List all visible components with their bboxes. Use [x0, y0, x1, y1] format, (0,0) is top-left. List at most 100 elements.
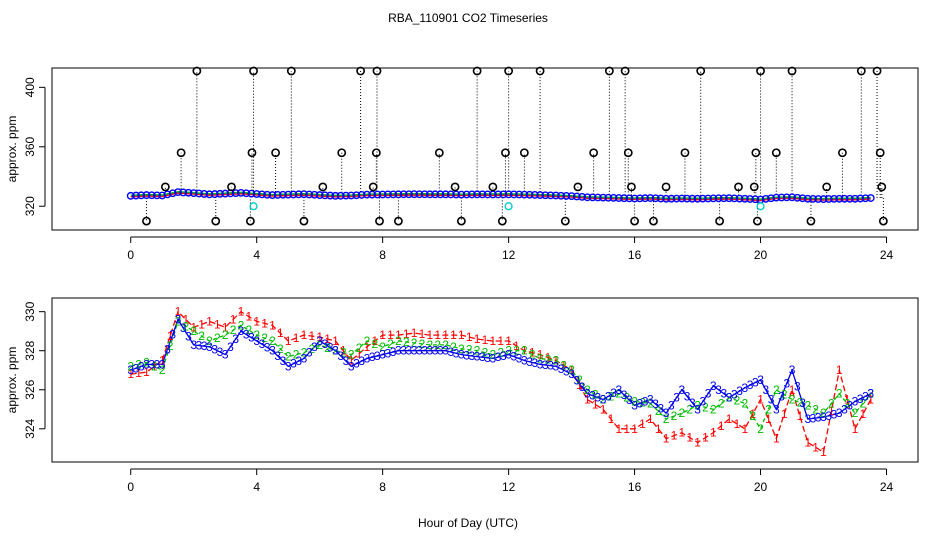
bottom-series-2-marker: 2 — [663, 412, 670, 426]
top-plot-frame — [51, 67, 919, 231]
bottom-series-1-marker: 1 — [214, 317, 221, 331]
top-outlier-point — [696, 66, 706, 76]
bottom-series-3-marker: 3 — [657, 402, 664, 416]
bottom-series-1-marker: 1 — [316, 330, 323, 344]
top-outlier-point — [176, 148, 186, 158]
top-outlier-point — [318, 182, 328, 192]
bottom-series-3-marker: 3 — [752, 376, 759, 390]
top-outlier-point — [286, 66, 296, 76]
bottom-series-2-marker: 2 — [127, 359, 134, 373]
top-baseline-point — [541, 191, 550, 200]
bottom-series-3-marker: 3 — [469, 349, 476, 363]
bottom-series-3-marker: 3 — [789, 363, 796, 377]
bottom-series-2-marker: 2 — [797, 395, 804, 409]
bottom-series-1-marker: 1 — [678, 426, 685, 440]
top-outlier-point — [356, 66, 366, 76]
top-baseline-point — [567, 192, 576, 201]
top-flagged-point — [249, 202, 258, 211]
bottom-series-1-marker: 1 — [560, 358, 567, 372]
top-baseline-point — [473, 190, 482, 199]
bottom-series-3-marker: 3 — [343, 354, 350, 368]
bottom-series-1-marker: 1 — [505, 334, 512, 348]
top-baseline-point — [315, 191, 324, 199]
top-baseline-point — [252, 190, 261, 198]
bottom-series-3-marker: 3 — [605, 389, 612, 403]
bottom-series-3-marker: 3 — [694, 402, 701, 416]
bottom-series-3-marker: 3 — [636, 396, 643, 410]
bottom-series-3-marker: 3 — [290, 357, 297, 371]
bottom-series-2-marker: 2 — [600, 393, 607, 407]
bottom-series-2-marker: 2 — [222, 328, 229, 342]
bottom-series-3-marker: 3 — [217, 345, 224, 359]
bottom-series-3-marker: 3 — [484, 351, 491, 365]
bottom-series-1-marker: 1 — [253, 314, 260, 328]
bottom-series-2-marker: 2 — [490, 348, 497, 362]
bottom-series-1-marker: 1 — [852, 422, 859, 436]
top-outlier-point — [434, 148, 444, 158]
bottom-series-1-marker: 1 — [663, 432, 670, 446]
bottom-series-1-marker: 1 — [592, 397, 599, 411]
bottom-series-2-marker: 2 — [308, 342, 315, 356]
top-baseline-point — [562, 192, 571, 200]
bottom-series-3-marker: 3 — [558, 362, 565, 376]
top-outlier-point — [734, 182, 743, 192]
bottom-series-2-marker: 2 — [836, 387, 843, 401]
top-baseline-point — [683, 194, 691, 203]
top-baseline-point — [352, 191, 361, 200]
bottom-series-2-marker: 2 — [159, 363, 166, 377]
bottom-series-1-marker: 1 — [332, 334, 339, 348]
top-panel: 0 4 8 12 16 20 24 320 360 400 approx. ppm — [5, 66, 919, 262]
bottom-series-1-marker: 1 — [285, 334, 292, 348]
bottom-series-3-marker: 3 — [206, 340, 213, 354]
bottom-series-3-marker: 3 — [836, 406, 843, 420]
bottom-series-2-marker: 2 — [442, 338, 449, 352]
bottom-series-1-marker: 1 — [749, 407, 756, 421]
bottom-series-2-marker: 2 — [608, 390, 615, 404]
bottom-series-1-marker: 1 — [789, 383, 796, 397]
bottom-series-3-marker: 3 — [867, 387, 874, 401]
top-baseline-point — [394, 190, 403, 199]
bottom-series-1-marker: 1 — [860, 407, 867, 421]
top-x-axis: 0 4 8 12 16 20 24 — [127, 236, 894, 262]
bottom-series-2-marker: 2 — [364, 334, 371, 348]
bottom-series-1-marker: 1 — [545, 351, 552, 365]
top-outlier-point — [211, 216, 221, 226]
top-x-tick-label: 4 — [253, 248, 260, 262]
top-baseline-point — [614, 194, 623, 202]
bottom-series-3-marker: 3 — [825, 409, 832, 423]
bottom-series-2-marker: 2 — [560, 358, 567, 372]
bottom-series-3-marker: 3 — [332, 344, 339, 358]
top-outlier-point — [560, 216, 570, 226]
top-baseline-point — [436, 190, 445, 199]
bottom-series-3-marker: 3 — [264, 340, 271, 354]
top-outlier-point — [877, 182, 887, 192]
bottom-series-3-marker: 3 — [794, 380, 801, 394]
top-baseline-point — [404, 190, 413, 199]
bottom-series-2-marker: 2 — [301, 346, 308, 360]
bottom-series-1-marker: 1 — [387, 328, 394, 342]
bottom-series-3-marker: 3 — [621, 388, 628, 402]
bottom-series-1-marker: 1 — [127, 367, 134, 381]
bottom-series-2-marker: 2 — [379, 340, 386, 354]
bottom-series-3-marker: 3 — [553, 359, 560, 373]
bottom-series-3-marker: 3 — [222, 348, 229, 362]
top-baseline-point — [504, 190, 513, 199]
top-baseline-point — [258, 190, 266, 199]
top-baseline-point — [819, 195, 828, 203]
bottom-series-3-marker: 3 — [852, 394, 859, 408]
bottom-series-1-marker: 1 — [371, 334, 378, 348]
bottom-series-3-marker: 3 — [831, 407, 838, 421]
top-baseline-point — [604, 193, 613, 202]
bottom-series-2-marker: 2 — [867, 387, 874, 401]
top-baseline-point — [840, 194, 849, 203]
bottom-series-3-marker: 3 — [841, 402, 848, 416]
top-baseline-point — [331, 191, 340, 200]
top-baseline-point — [153, 191, 161, 200]
bottom-series-2-marker: 2 — [529, 348, 536, 362]
bottom-series-3-marker: 3 — [584, 387, 591, 401]
bottom-series-1-marker: 1 — [615, 422, 622, 436]
top-baseline-point — [688, 194, 697, 203]
top-baseline-point — [305, 190, 314, 199]
bottom-series-3-marker: 3 — [463, 348, 470, 362]
top-baseline-point — [163, 190, 172, 199]
